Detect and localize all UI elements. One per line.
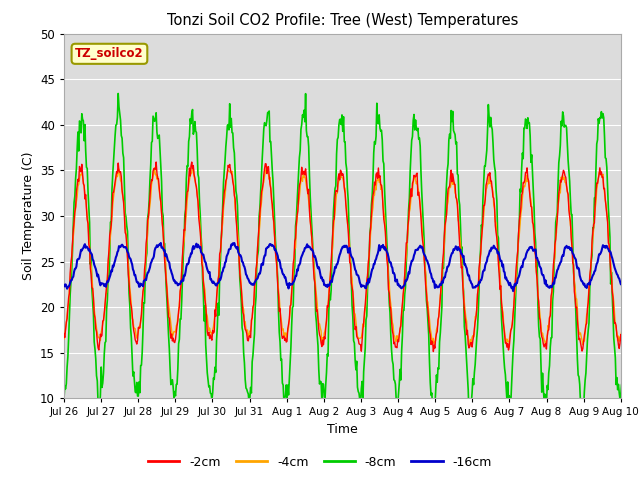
X-axis label: Time: Time bbox=[327, 423, 358, 436]
Title: Tonzi Soil CO2 Profile: Tree (West) Temperatures: Tonzi Soil CO2 Profile: Tree (West) Temp… bbox=[166, 13, 518, 28]
Legend: -2cm, -4cm, -8cm, -16cm: -2cm, -4cm, -8cm, -16cm bbox=[143, 451, 497, 474]
Text: TZ_soilco2: TZ_soilco2 bbox=[75, 48, 144, 60]
Y-axis label: Soil Temperature (C): Soil Temperature (C) bbox=[22, 152, 35, 280]
